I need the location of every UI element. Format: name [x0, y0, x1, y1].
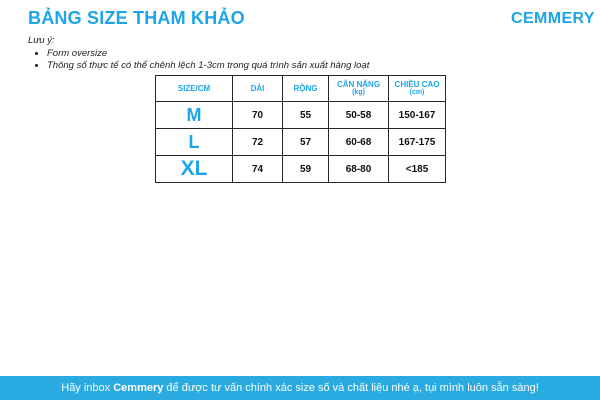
- footer-brand-name: Cemmery: [113, 382, 164, 394]
- notes-list: Form oversize Thông số thực tế có thể ch…: [28, 48, 369, 72]
- dai-value: 72: [232, 128, 283, 156]
- table-row-size-l: L 72 57 60-68 167-175: [155, 128, 446, 156]
- column-header-label: CÂN NẶNG: [336, 80, 381, 89]
- column-header-rong: RỘNG: [282, 75, 329, 102]
- dai-value: 74: [232, 155, 283, 183]
- footer-text-prefix: Hãy inbox: [61, 382, 114, 394]
- column-header-size: SIZE/CM: [155, 75, 233, 102]
- page-title: BẢNG SIZE THAM KHẢO: [28, 8, 245, 28]
- size-table: SIZE/CM DÀI RỘNG CÂN NẶNG (kg) CHIỀU CAO…: [155, 75, 446, 183]
- note-item: Form oversize: [47, 48, 369, 60]
- note-item: Thông số thực tế có thể chênh lệch 1-3cm…: [47, 60, 369, 72]
- column-header-label: SIZE/CM: [177, 84, 211, 93]
- measurement-diagram: CEMMERY Dài áo Rộng áo: [0, 195, 600, 400]
- size-label: L: [155, 128, 233, 156]
- brand-logo: CEMMERY: [511, 10, 595, 27]
- notes-label: Lưu ý:: [28, 35, 55, 46]
- column-header-unit: (kg): [352, 89, 365, 96]
- column-header-dai: DÀI: [232, 75, 283, 102]
- table-row-size-m: M 70 55 50-58 150-167: [155, 101, 446, 129]
- table-row-size-xl: XL 74 59 68-80 <185: [155, 155, 446, 183]
- column-header-label: RỘNG: [293, 84, 318, 93]
- column-header-label: DÀI: [250, 84, 265, 93]
- chieu-cao-value: 167-175: [388, 128, 446, 156]
- rong-value: 59: [282, 155, 329, 183]
- footer-banner: Hãy inbox Cemmery để được tư vấn chính x…: [0, 376, 600, 400]
- chieu-cao-value: 150-167: [388, 101, 446, 129]
- chieu-cao-value: <185: [388, 155, 446, 183]
- size-label: M: [155, 101, 233, 129]
- can-nang-value: 68-80: [328, 155, 389, 183]
- size-label: XL: [155, 155, 233, 183]
- can-nang-value: 60-68: [328, 128, 389, 156]
- size-table-header-row: SIZE/CM DÀI RỘNG CÂN NẶNG (kg) CHIỀU CAO…: [155, 75, 446, 102]
- column-header-label: CHIỀU CAO: [394, 80, 440, 89]
- column-header-unit: (cm): [409, 89, 425, 96]
- notes-section: Lưu ý: Form oversize Thông số thực tế có…: [28, 35, 369, 72]
- column-header-chieu-cao: CHIỀU CAO (cm): [388, 75, 446, 102]
- rong-value: 57: [282, 128, 329, 156]
- can-nang-value: 50-58: [328, 101, 389, 129]
- dai-value: 70: [232, 101, 283, 129]
- footer-text-suffix: để được tư vấn chính xác size số và chất…: [163, 382, 539, 394]
- column-header-can-nang: CÂN NẶNG (kg): [328, 75, 389, 102]
- rong-value: 55: [282, 101, 329, 129]
